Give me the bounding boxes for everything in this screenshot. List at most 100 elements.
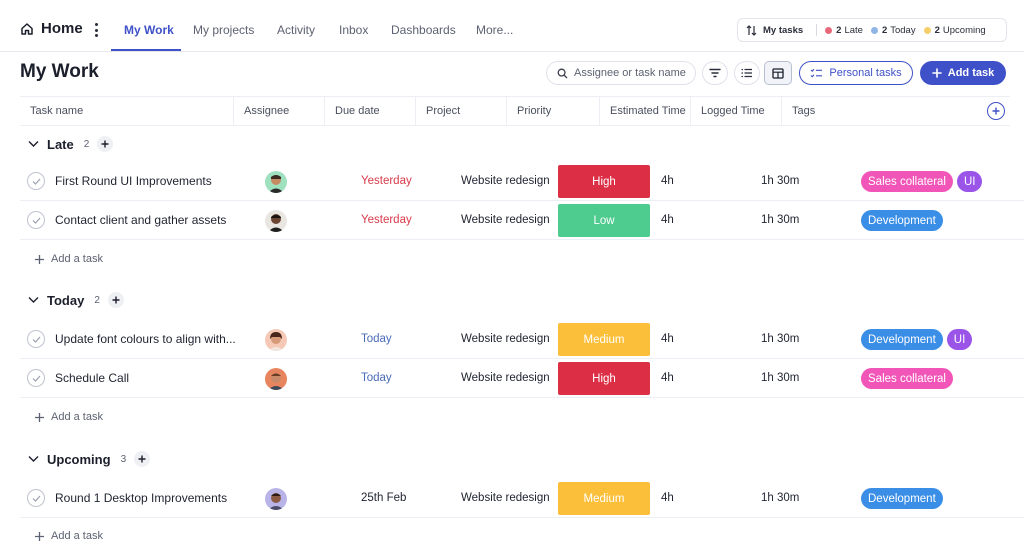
group-header-today[interactable]: Today 2 (28, 292, 124, 308)
complete-checkbox[interactable] (27, 172, 45, 190)
add-task-button[interactable]: Add task (920, 61, 1006, 85)
priority-badge[interactable]: Low (558, 204, 650, 237)
avatar[interactable] (265, 171, 287, 193)
column-estimated-time[interactable]: Estimated Time (600, 97, 691, 125)
estimated-time[interactable]: 4h (661, 372, 674, 384)
priority-badge[interactable]: High (558, 165, 650, 198)
estimated-time[interactable]: 4h (661, 175, 674, 187)
group-name: Late (47, 136, 74, 152)
tab-activity[interactable]: Activity (277, 23, 316, 37)
check-icon (32, 495, 40, 502)
table-row[interactable]: Update font colours to align with... Tod… (20, 320, 1024, 359)
search-box[interactable] (546, 61, 696, 85)
tag-chip[interactable]: Development (861, 488, 943, 509)
logged-time[interactable]: 1h 30m (761, 372, 800, 384)
add-task-row-label: Add a task (51, 530, 103, 542)
project-name[interactable]: Website redesign (461, 372, 550, 384)
table-view-button[interactable] (764, 61, 792, 85)
tag-chip[interactable]: Development (861, 210, 943, 231)
project-name[interactable]: Website redesign (461, 333, 550, 345)
due-date[interactable]: 25th Feb (361, 492, 407, 504)
logged-time[interactable]: 1h 30m (761, 175, 800, 187)
tag-chip[interactable]: Sales collateral (861, 368, 953, 389)
tab-dashboards[interactable]: Dashboards (391, 23, 456, 37)
tag-chip[interactable]: Development (861, 329, 943, 350)
table-row[interactable]: Contact client and gather assets Yesterd… (20, 201, 1024, 240)
project-name[interactable]: Website redesign (461, 214, 550, 226)
column-logged-time[interactable]: Logged Time (691, 97, 782, 125)
project-name[interactable]: Website redesign (461, 175, 550, 187)
due-date[interactable]: Today (361, 333, 392, 345)
column-project[interactable]: Project (416, 97, 507, 125)
tab-inbox[interactable]: Inbox (339, 23, 369, 37)
table-row[interactable]: Round 1 Desktop Improvements 25th Feb We… (20, 479, 1024, 518)
logged-time[interactable]: 1h 30m (761, 214, 800, 226)
more-options-icon[interactable] (92, 22, 100, 38)
logged-time[interactable]: 1h 30m (761, 333, 800, 345)
task-name[interactable]: Contact client and gather assets (55, 213, 227, 227)
tag-chip[interactable]: UI (956, 171, 983, 192)
add-task-row-label: Add a task (51, 253, 103, 265)
priority-badge[interactable]: Medium (558, 323, 650, 356)
add-task-row[interactable]: Add a task (34, 253, 103, 265)
column-task-name[interactable]: Task name (20, 97, 234, 125)
chevron-down-icon[interactable] (28, 455, 39, 463)
complete-checkbox[interactable] (27, 330, 45, 348)
task-name[interactable]: First Round UI Improvements (55, 174, 212, 188)
column-due-date[interactable]: Due date (325, 97, 416, 125)
avatar[interactable] (265, 488, 287, 510)
add-column-button[interactable] (987, 102, 1005, 120)
group-header-late[interactable]: Late 2 (28, 136, 114, 152)
add-task-row[interactable]: Add a task (34, 530, 103, 542)
add-to-group-button[interactable] (134, 451, 151, 467)
column-tags[interactable]: Tags (792, 105, 816, 117)
group-header-upcoming[interactable]: Upcoming 3 (28, 451, 151, 467)
add-to-group-button[interactable] (97, 136, 114, 152)
complete-checkbox[interactable] (27, 211, 45, 229)
add-task-row[interactable]: Add a task (34, 411, 103, 423)
filter-button[interactable] (702, 61, 728, 85)
active-tab-indicator (111, 49, 181, 51)
logged-time[interactable]: 1h 30m (761, 492, 800, 504)
tag-chip[interactable]: UI (946, 329, 973, 350)
complete-checkbox[interactable] (27, 369, 45, 387)
due-date[interactable]: Yesterday (361, 214, 412, 226)
chevron-down-icon[interactable] (28, 296, 39, 304)
add-to-group-button[interactable] (107, 292, 124, 308)
column-priority[interactable]: Priority (507, 97, 600, 125)
tab-more[interactable]: More... (476, 23, 514, 37)
task-name[interactable]: Update font colours to align with... (55, 332, 236, 346)
add-task-label: Add task (947, 67, 995, 79)
task-name[interactable]: Schedule Call (55, 371, 130, 385)
personal-tasks-button[interactable]: Personal tasks (799, 61, 913, 85)
estimated-time[interactable]: 4h (661, 214, 674, 226)
project-name[interactable]: Website redesign (461, 492, 550, 504)
home-label: Home (41, 20, 83, 37)
my-tasks-summary[interactable]: My tasks 2 Late 2 Today 2 Upcoming (737, 18, 1007, 42)
tab-my-work[interactable]: My Work (124, 23, 174, 37)
chevron-down-icon[interactable] (28, 140, 39, 148)
due-date[interactable]: Yesterday (361, 175, 412, 187)
avatar[interactable] (265, 368, 287, 390)
list-view-button[interactable] (734, 61, 760, 85)
avatar[interactable] (265, 329, 287, 351)
table-row[interactable]: First Round UI Improvements Yesterday We… (20, 162, 1024, 201)
today-summary: 2 Today (870, 25, 916, 36)
search-icon (557, 68, 568, 78)
estimated-time[interactable]: 4h (661, 492, 674, 504)
estimated-time[interactable]: 4h (661, 333, 674, 345)
search-input[interactable] (574, 67, 692, 79)
tab-my-projects[interactable]: My projects (193, 23, 255, 37)
tag-chip[interactable]: Sales collateral (861, 171, 953, 192)
complete-checkbox[interactable] (27, 489, 45, 507)
priority-badge[interactable]: High (558, 362, 650, 395)
due-date[interactable]: Today (361, 372, 392, 384)
priority-badge[interactable]: Medium (558, 482, 650, 515)
column-assignee[interactable]: Assignee (234, 97, 325, 125)
task-name[interactable]: Round 1 Desktop Improvements (55, 491, 228, 505)
avatar[interactable] (265, 210, 287, 232)
table-row[interactable]: Schedule Call Today Website redesign Hig… (20, 359, 1024, 398)
home-link[interactable]: Home (20, 20, 83, 37)
plus-icon (138, 455, 146, 463)
personal-tasks-label: Personal tasks (829, 67, 902, 79)
